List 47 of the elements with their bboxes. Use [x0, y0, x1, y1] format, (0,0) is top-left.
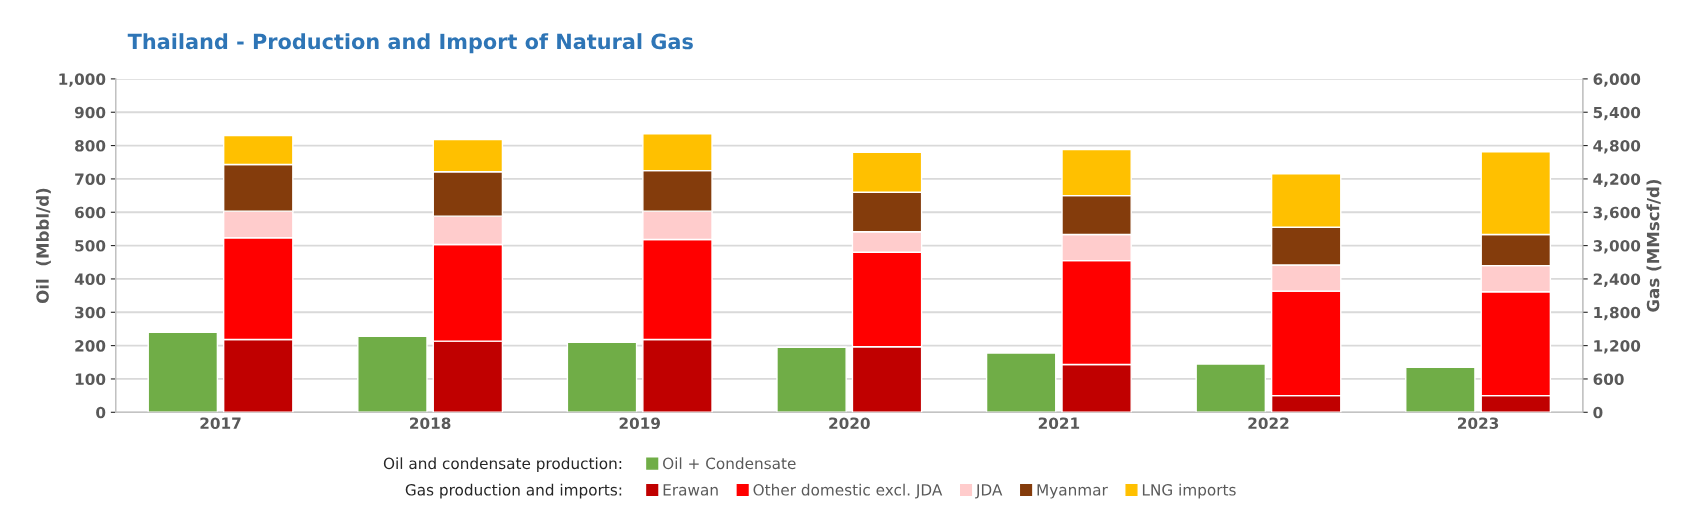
- legend-label: Other domestic excl. JDA: [753, 483, 943, 499]
- bar: [147, 331, 219, 413]
- y2-axis-title: Gas (MMscf/d): [1646, 179, 1662, 312]
- bar: [1195, 363, 1267, 413]
- y2-tick-label: 6,000: [1593, 73, 1641, 87]
- y-tick-label: 300: [75, 306, 106, 319]
- y2-tick-label: 5,400: [1593, 106, 1641, 121]
- y2-tick-label: 0: [1593, 406, 1603, 419]
- y2-tick-label: 2,400: [1593, 273, 1641, 287]
- y-tick-label: 1,000: [59, 73, 106, 87]
- legend-label: Myanmar: [1037, 484, 1108, 499]
- y2-tick-label: 4,200: [1593, 173, 1641, 187]
- bar: [776, 346, 847, 413]
- y-axis-title: Oil (Mbbl/d): [36, 188, 51, 304]
- y-tick-label: 800: [75, 140, 106, 152]
- y-tick-label: 900: [74, 106, 106, 119]
- y2-tick-label: 3,600: [1593, 206, 1641, 221]
- y-tick-label: 200: [75, 340, 106, 352]
- legend-label: Oil + Condensate: [663, 457, 796, 470]
- x-tick-label: 2022: [1248, 417, 1289, 429]
- text: Gas production and imports:: [405, 483, 622, 499]
- y-tick-label: 0: [96, 406, 106, 419]
- x-tick-label: 2023: [1458, 417, 1499, 429]
- y2-tick-label: 3,000: [1593, 240, 1641, 254]
- legend-label: LNG imports: [1142, 483, 1236, 499]
- y2-tick-label: 1,200: [1594, 340, 1641, 354]
- text: Oil and condensate production:: [383, 457, 622, 473]
- legend-label: JDA: [975, 484, 1003, 499]
- y2-tick-label: 1,800: [1594, 306, 1641, 321]
- x-tick-label: 2020: [829, 417, 870, 429]
- y-tick-label: 400: [74, 273, 106, 285]
- bar: [985, 352, 1057, 413]
- y-tick-label: 600: [75, 206, 106, 219]
- bar: [1405, 366, 1476, 413]
- y-tick-label: 500: [75, 240, 106, 252]
- x-tick-label: 2017: [200, 417, 241, 429]
- bar: [566, 341, 638, 413]
- y-tick-label: 700: [75, 173, 106, 185]
- y-tick-label: 100: [75, 373, 106, 385]
- y2-tick-label: 600: [1593, 373, 1624, 385]
- x-tick-label: 2021: [1038, 417, 1080, 429]
- x-tick-label: 2018: [410, 417, 451, 429]
- legend-label: Erawan: [663, 484, 718, 496]
- y2-tick-label: 4,800: [1593, 140, 1641, 154]
- bar: [357, 335, 428, 413]
- chart-title: Thailand - Production and Import of Natural Gas: [127, 33, 693, 54]
- x-tick-label: 2019: [619, 417, 660, 429]
